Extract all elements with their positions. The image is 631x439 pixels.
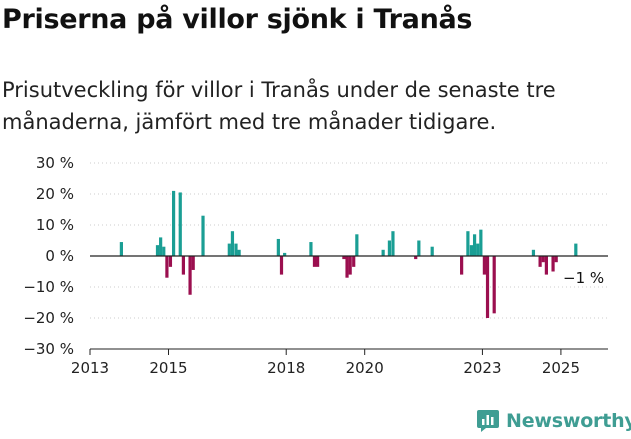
bar [391, 231, 395, 256]
bar [387, 240, 392, 256]
y-tick-label: 0 % [45, 247, 74, 265]
bar [191, 256, 195, 270]
bar [348, 256, 352, 275]
bar [476, 243, 480, 256]
bar [312, 256, 317, 267]
bar [178, 192, 182, 256]
bar [155, 245, 160, 256]
bar [279, 256, 284, 275]
bar [237, 249, 241, 256]
y-tick-label: 20 % [36, 185, 74, 203]
x-tick-label: 2020 [346, 359, 384, 377]
bar [541, 256, 545, 263]
bar [460, 256, 464, 275]
newsworthy-logo-icon [477, 410, 499, 432]
bar [342, 256, 346, 260]
newsworthy-logo-text: Newsworthy [506, 410, 631, 432]
bar [554, 256, 558, 263]
bar [168, 256, 173, 267]
chart-title: Priserna på villor sjönk i Tranås [2, 4, 473, 35]
bar [469, 245, 474, 256]
bar [482, 256, 486, 275]
bar [485, 256, 490, 318]
chart-subtitle: Prisutveckling för villor i Tranås under… [2, 78, 556, 134]
bar [162, 246, 166, 256]
bar [544, 256, 548, 275]
bar [234, 243, 238, 256]
bar [430, 246, 434, 256]
bar [119, 242, 123, 256]
bar [551, 256, 555, 272]
bar [538, 256, 542, 267]
bar [188, 256, 192, 295]
y-tick-label: −10 % [23, 278, 74, 296]
bar [171, 190, 176, 256]
bar [283, 252, 287, 256]
newsworthy-logo: Newsworthy [476, 409, 631, 433]
bar [479, 229, 483, 256]
y-tick-label: −30 % [23, 340, 74, 358]
bar [472, 234, 477, 256]
bar [181, 256, 185, 275]
bar [309, 242, 313, 256]
bar [531, 249, 536, 256]
bar [345, 256, 349, 278]
bar [230, 231, 235, 256]
bar [574, 243, 578, 256]
bar [276, 238, 280, 256]
x-tick-label: 2015 [149, 359, 187, 377]
bar [417, 240, 421, 256]
bar [165, 256, 169, 278]
bar [381, 249, 385, 256]
x-tick-label: 2025 [542, 359, 580, 377]
bar [492, 256, 496, 314]
bar [201, 215, 205, 256]
bar [355, 234, 359, 256]
bar [466, 231, 470, 256]
bar [159, 237, 163, 256]
y-tick-label: 30 % [36, 154, 74, 172]
bar [227, 243, 231, 256]
bar [414, 256, 418, 260]
x-tick-label: 2023 [463, 359, 501, 377]
y-tick-label: −20 % [23, 309, 74, 327]
bar [316, 256, 320, 267]
bar [352, 256, 356, 267]
y-tick-label: 10 % [36, 216, 74, 234]
x-tick-label: 2018 [267, 359, 305, 377]
last-value-annotation: −1 % [563, 269, 604, 287]
x-tick-label: 2013 [71, 359, 109, 377]
